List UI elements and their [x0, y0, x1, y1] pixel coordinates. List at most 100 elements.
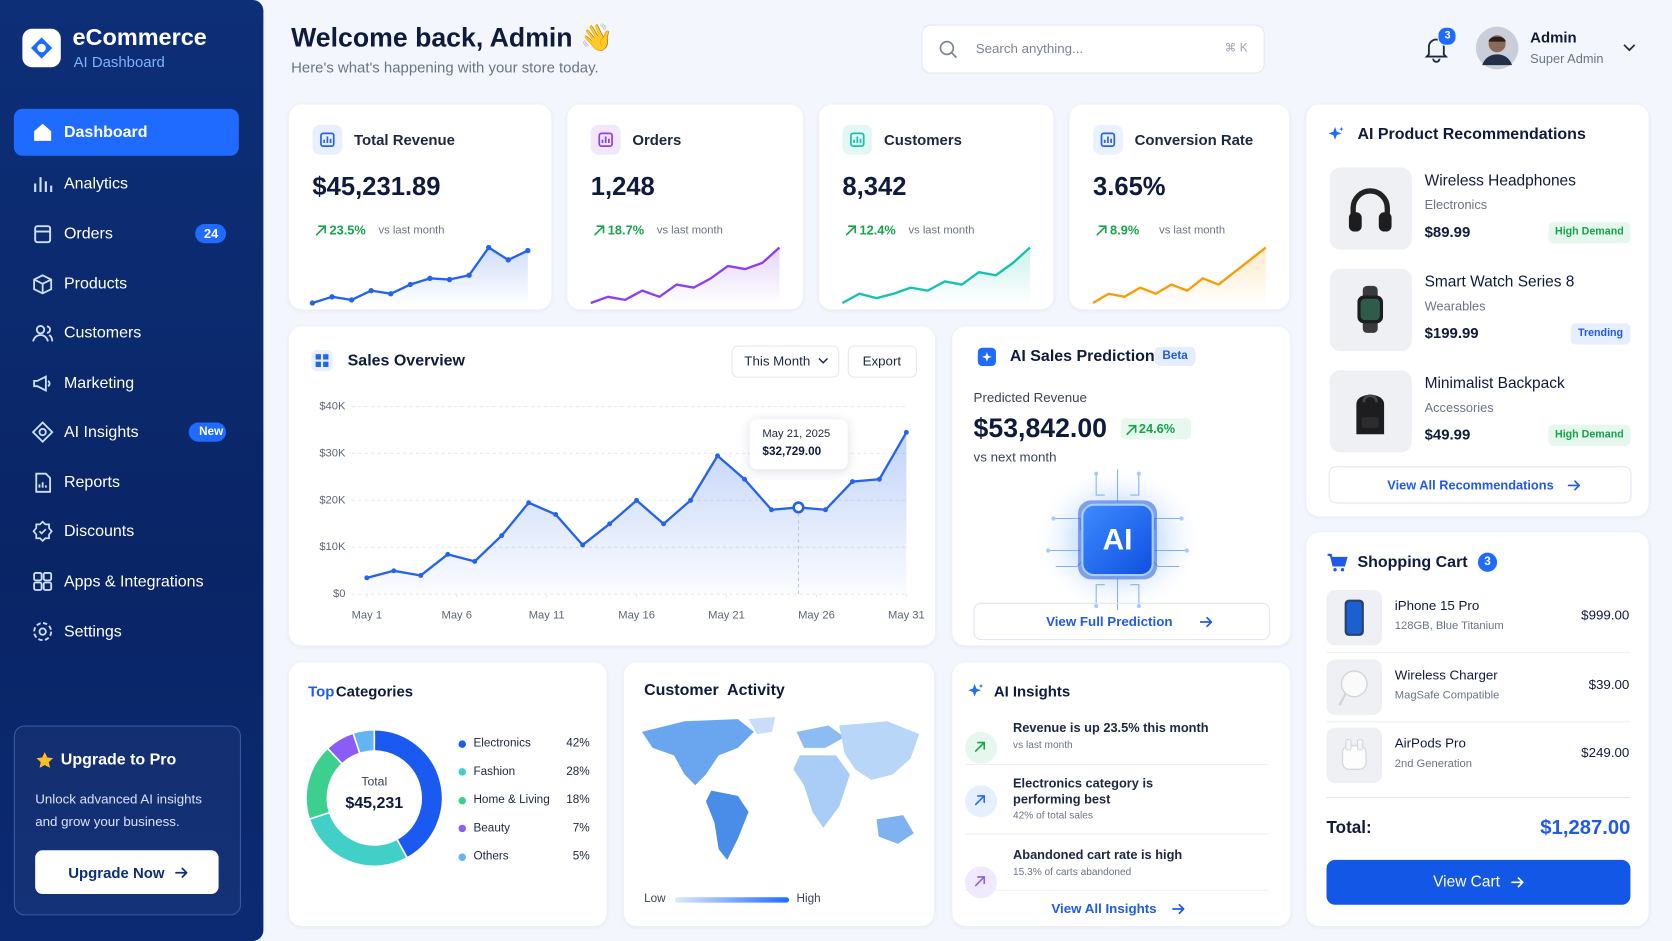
sparkline-line: [841, 246, 1031, 305]
export-label: Export: [862, 353, 902, 369]
sales-point: [634, 497, 640, 503]
nav-icon: [33, 572, 53, 591]
stat-icon: [850, 132, 865, 148]
insight-icon-bg: [965, 731, 998, 764]
prediction-icon: [982, 352, 992, 362]
stat-value: 1,248: [590, 172, 655, 202]
page-subtitle: Here's what's happening with your store …: [291, 58, 599, 76]
period-dropdown[interactable]: This Month: [731, 345, 840, 378]
tooltip-value: $32,729.00: [762, 445, 822, 459]
notification-bell[interactable]: 3: [1422, 26, 1457, 64]
prediction-value: $53,842.00: [973, 413, 1107, 444]
sparkline: [841, 246, 1031, 306]
legend-label: Others: [473, 850, 509, 863]
product-category: Wearables: [1424, 298, 1486, 314]
divider: [1326, 796, 1631, 799]
product-tag: High Demand: [1555, 428, 1624, 441]
insight-note: vs last month: [1013, 739, 1073, 752]
nav-item[interactable]: Settings: [14, 608, 239, 655]
stat-note: vs last month: [1159, 223, 1226, 237]
sparkline-point: [329, 294, 335, 300]
insight-title: Revenue is up 23.5% this month: [1013, 720, 1209, 736]
user-name: Admin: [1530, 28, 1577, 46]
sales-point: [418, 573, 424, 578]
sales-point: [903, 429, 909, 435]
upgrade-button[interactable]: Upgrade Now: [35, 850, 219, 895]
divider: [965, 889, 1269, 891]
tag-bg: [1548, 424, 1631, 446]
legend-dot: [458, 853, 466, 861]
ai-chip-label: AI: [1102, 522, 1133, 556]
nav-item[interactable]: Analytics: [14, 160, 239, 207]
nav-label: Discounts: [63, 522, 135, 541]
view-cart-button[interactable]: View Cart: [1326, 859, 1631, 905]
nav-item[interactable]: Customers: [14, 309, 239, 356]
categories-card: Top Categories Total $45,231 Electronics 42% F…: [288, 662, 607, 927]
nav-badge: 24: [204, 226, 219, 242]
product-price: $89.99: [1424, 222, 1471, 241]
recommendations-card: AI Product Recommendations Wireless Headp…: [1306, 104, 1649, 517]
tag-bg: [1548, 221, 1631, 244]
y-tick-label: $30K: [319, 446, 346, 460]
upgrade-text: Unlock advanced AI insights and grow you…: [35, 791, 202, 829]
cart-item-price: $249.00: [1581, 745, 1630, 761]
recommendations-button[interactable]: View All Recommendations: [1328, 466, 1632, 504]
trend-up-icon: [1126, 424, 1137, 436]
nav-item[interactable]: Dashboard: [13, 108, 239, 156]
insights-link[interactable]: View All Insights: [1043, 898, 1203, 919]
search-box[interactable]: Search anything... ⌘ K: [921, 24, 1265, 74]
sales-point: [792, 501, 805, 514]
nav-item[interactable]: Reports: [14, 459, 239, 506]
nav-label: Analytics: [63, 174, 128, 193]
sparkline-point: [505, 257, 511, 263]
user-role: Super Admin: [1530, 51, 1604, 67]
sparkline-line: [590, 246, 781, 305]
stat-icon: [1100, 132, 1116, 148]
chevron: [1623, 44, 1636, 52]
x-tick-label: May 1: [351, 608, 383, 622]
page-title: Welcome back, Admin 👋: [291, 22, 614, 53]
nav-icon: [33, 274, 53, 295]
nav-badge-bg: [195, 224, 227, 244]
insight-title: Abandoned cart rate is high: [1013, 847, 1183, 863]
nav-icon: [32, 325, 54, 342]
cart-item-name: AirPods Pro: [1394, 735, 1466, 751]
recommendations-title: AI Product Recommendations: [1357, 125, 1586, 144]
prediction-change-bg: [1120, 418, 1192, 440]
cart-title: Shopping Cart: [1357, 553, 1468, 572]
nav-item[interactable]: Orders 24: [14, 210, 239, 257]
sidebar: eCommerce AI Dashboard Dashboard Analytics O…: [0, 0, 264, 941]
cart-total: $1,287.00: [1540, 816, 1631, 840]
donut-center-label: Total: [361, 775, 388, 789]
cart-item-price: $999.00: [1581, 607, 1630, 623]
cart-image: [1341, 738, 1367, 770]
product-image: [1357, 285, 1384, 333]
stat-card: Customers 8,342 12.4% vs last month: [818, 104, 1054, 310]
chart-title-prefix: Top: [308, 682, 335, 700]
sparkline-point: [368, 288, 374, 294]
upgrade-title: Upgrade to Pro: [60, 750, 177, 769]
x-tick-label: May 11: [528, 608, 565, 622]
product-name: Smart Watch Series 8: [1424, 273, 1575, 291]
nav-item[interactable]: Apps & Integrations: [14, 558, 239, 605]
sparkline-line: [312, 246, 529, 305]
nav-item[interactable]: AI Insights New: [14, 409, 239, 456]
sales-point: [822, 507, 828, 513]
divider: [965, 833, 1269, 835]
stat-change: 23.5%: [329, 222, 366, 238]
chart-title: Categories: [335, 682, 414, 700]
export-button[interactable]: Export: [847, 345, 918, 378]
sales-point: [688, 497, 694, 503]
sparkline: [309, 244, 531, 306]
nav-item[interactable]: Discounts: [14, 508, 239, 555]
search-icon: [939, 40, 958, 59]
nav-item[interactable]: Products: [14, 260, 239, 307]
nav-icon: [34, 225, 52, 244]
prediction-button[interactable]: View Full Prediction: [973, 602, 1270, 641]
stat-value: 8,342: [842, 172, 907, 202]
legend-dot: [458, 825, 466, 833]
nav-label: Products: [63, 274, 128, 293]
nav-item[interactable]: Marketing: [14, 360, 239, 407]
insight-note: 15.3% of carts abandoned: [1013, 866, 1132, 879]
user-profile[interactable]: Admin Super Admin: [1475, 26, 1640, 71]
